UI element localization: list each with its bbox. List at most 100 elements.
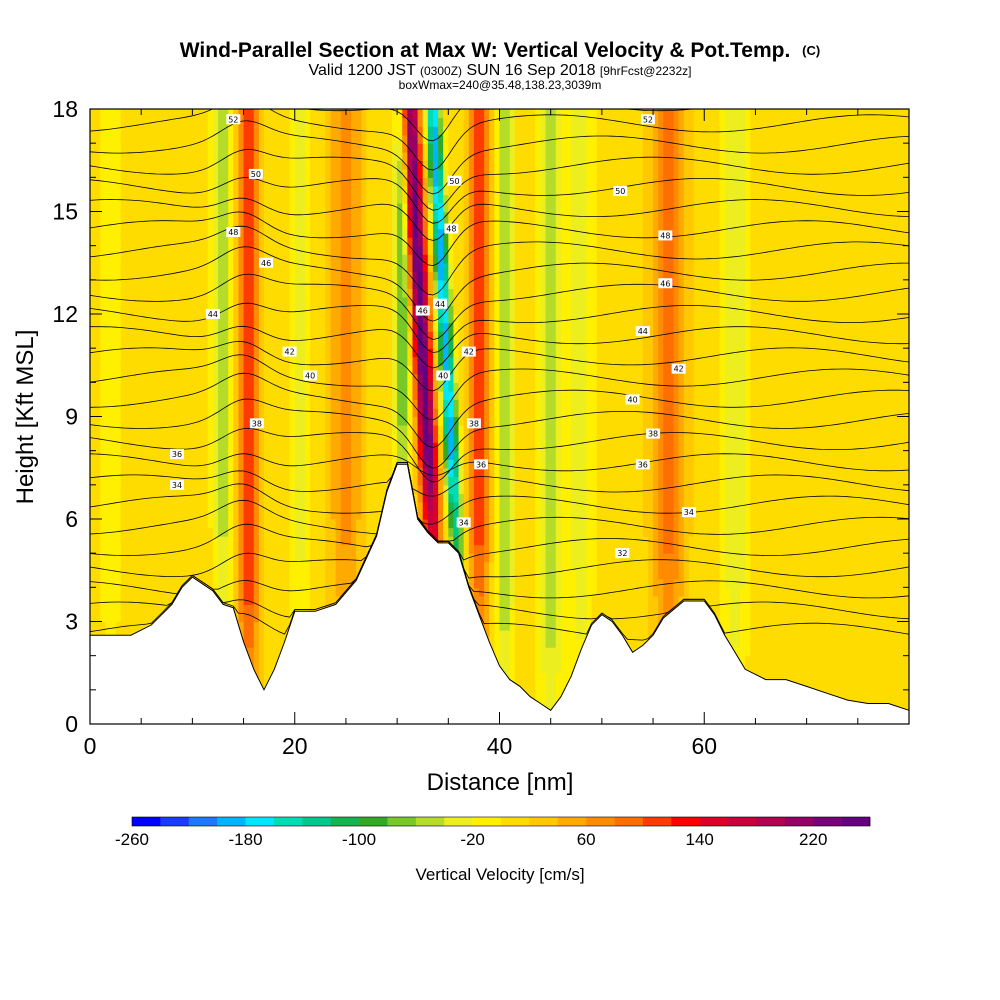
field-cell [177,416,183,426]
field-cell [136,211,142,221]
field-cell [304,365,311,375]
field-cell [325,373,332,383]
field-cell [289,467,296,477]
field-cell [320,553,327,563]
field-cell [130,433,137,443]
field-cell [125,254,132,264]
field-cell [294,595,301,606]
field-cell [212,570,219,580]
field-cell [212,553,219,563]
field-cell [202,467,209,477]
field-cell [177,109,183,119]
field-cell [264,288,270,298]
field-cell [330,595,337,606]
field-cell [238,595,245,606]
field-cell [325,459,332,469]
field-cell [192,339,199,349]
field-cell [284,117,291,127]
field-cell [90,604,96,614]
field-cell [212,407,219,418]
field-cell [248,407,255,418]
field-cell [438,262,444,272]
field-cell [212,134,219,144]
field-cell [371,501,378,512]
field-cell [156,177,163,187]
field-cell [258,407,265,418]
field-cell [279,168,286,178]
field-cell [156,595,163,606]
field-cell [95,476,101,486]
field-cell [330,151,337,161]
field-cell [233,331,240,341]
field-cell [207,356,214,366]
field-cell [412,254,419,264]
field-cell [212,425,219,435]
field-cell [141,348,147,358]
field-cell [202,373,209,383]
field-cell [105,185,112,196]
field-cell [105,228,112,238]
field-cell [248,476,255,486]
field-cell [253,373,260,383]
field-cell [443,510,449,520]
field-cell [279,544,286,554]
field-cell [438,288,444,298]
field-cell [427,168,434,178]
field-cell [422,245,429,255]
field-cell [386,331,393,341]
field-cell [253,322,260,332]
field-cell [345,211,352,221]
field-cell [217,279,224,289]
field-cell [192,331,199,341]
field-cell [202,339,209,349]
field-cell [438,442,444,452]
field-cell [100,553,106,563]
field-cell [228,279,234,289]
field-cell [345,194,352,204]
field-cell [304,220,311,230]
field-cell [166,314,173,324]
field-cell [136,373,142,383]
field-cell [402,185,408,196]
field-cell [166,245,173,255]
field-cell [253,390,260,401]
field-cell [192,126,199,136]
field-cell [438,433,444,443]
field-cell [223,433,229,443]
field-cell [90,612,96,623]
field-cell [130,160,137,170]
field-cell [146,459,153,469]
field-cell [310,407,316,418]
field-cell [177,348,183,358]
field-cell [115,382,122,392]
field-cell [253,109,260,119]
field-cell [233,356,240,366]
field-cell [264,228,270,238]
field-cell [340,185,347,196]
field-cell [156,390,163,401]
field-cell [130,553,137,563]
field-cell [105,254,112,264]
field-cell [320,570,327,580]
field-cell [397,254,403,264]
field-cell [310,493,316,503]
field-cell [371,484,378,494]
field-cell [392,228,398,238]
field-cell [223,425,229,435]
field-cell [223,553,229,563]
field-cell [356,450,362,460]
field-cell [95,322,101,332]
field-cell [320,519,327,529]
field-cell [356,271,362,281]
field-cell [304,407,311,418]
field-cell [223,237,229,247]
field-cell [161,305,168,315]
field-cell [253,467,260,477]
field-cell [432,450,439,460]
field-cell [223,459,229,469]
field-cell [397,399,403,409]
field-cell [182,126,188,136]
field-cell [274,604,280,614]
field-cell [274,442,280,452]
field-cell [105,493,112,503]
